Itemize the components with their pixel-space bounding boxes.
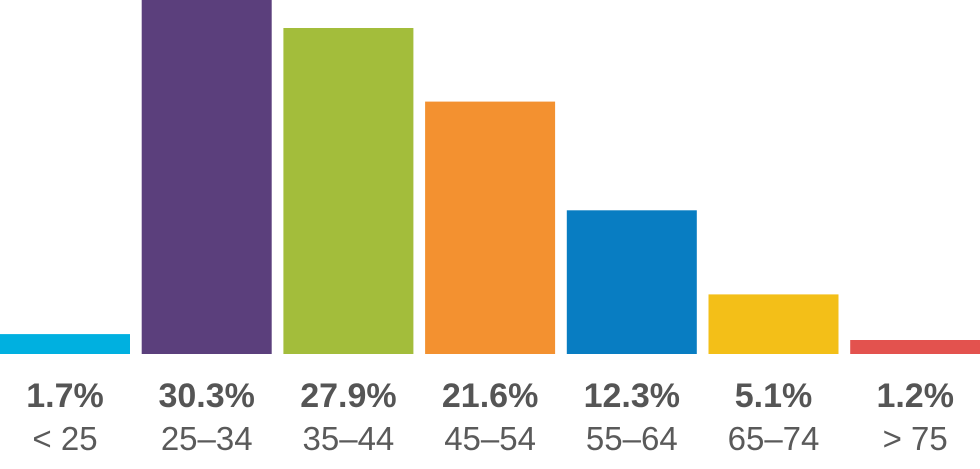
- bar-5: [708, 294, 839, 354]
- bar-6: [850, 340, 980, 354]
- bar-1: [141, 0, 272, 354]
- bars-group: [0, 0, 980, 354]
- value-labels-group: 1.7% 30.3% 27.9% 21.6% 12.3% 5.1% 1.2%: [26, 377, 954, 415]
- bar-4: [566, 210, 697, 354]
- value-label-1: 30.3%: [158, 377, 254, 415]
- category-label-0: < 25: [32, 420, 97, 457]
- category-labels-group: < 25 25–34 35–44 45–54 55–64 65–74 > 75: [32, 420, 947, 457]
- category-label-1: 25–34: [161, 420, 253, 457]
- value-label-0: 1.7%: [26, 377, 104, 415]
- category-label-3: 45–54: [444, 420, 536, 457]
- category-label-2: 35–44: [303, 420, 395, 457]
- value-label-4: 12.3%: [584, 377, 680, 415]
- category-label-6: > 75: [883, 420, 948, 457]
- bar-3: [425, 101, 556, 354]
- category-label-5: 65–74: [728, 420, 820, 457]
- value-label-3: 21.6%: [442, 377, 538, 415]
- value-label-5: 5.1%: [735, 377, 813, 415]
- bar-2: [283, 28, 414, 354]
- category-label-4: 55–64: [586, 420, 678, 457]
- value-label-6: 1.2%: [876, 377, 954, 415]
- bar-0: [0, 334, 130, 354]
- value-label-2: 27.9%: [300, 377, 396, 415]
